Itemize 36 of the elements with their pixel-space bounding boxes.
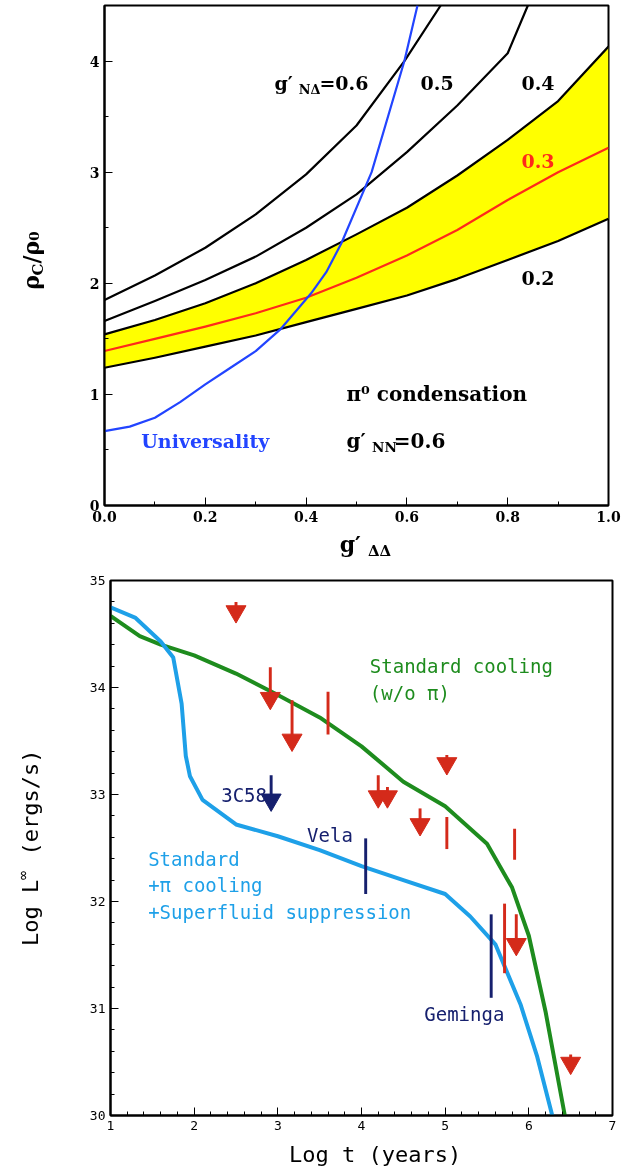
- y-tick-label: 3: [89, 164, 100, 181]
- y-axis-title: Log L∞ (ergs/s): [14, 749, 43, 947]
- series-label: Geminga: [424, 1002, 505, 1025]
- y-tick-label: 1: [89, 386, 100, 403]
- x-tick-label: 6: [524, 1117, 533, 1133]
- x-tick-label: 3: [273, 1117, 282, 1133]
- y-tick-label: 32: [89, 894, 106, 909]
- y-tick-label: 4: [89, 53, 100, 70]
- y-tick-label: 30: [89, 1108, 106, 1123]
- series-label: 0.5: [420, 72, 454, 95]
- annotation: π⁰ condensation: [346, 382, 528, 407]
- series-label: Universality: [141, 430, 271, 453]
- series-label: Vela: [307, 824, 353, 847]
- y-tick-label: 2: [89, 275, 100, 292]
- x-tick-label: 4: [357, 1117, 366, 1133]
- y-tick-label: 35: [89, 573, 106, 588]
- y-tick-label: 31: [89, 1001, 106, 1016]
- y-tick-label: 33: [89, 787, 106, 802]
- x-tick-label: 0.6: [394, 508, 420, 525]
- series-label: 3C58: [221, 783, 267, 806]
- series-label: 0.3: [521, 150, 555, 173]
- x-tick-label: 0.4: [293, 508, 319, 525]
- x-tick-label: 2: [190, 1117, 199, 1133]
- x-tick-label: 0.8: [495, 508, 520, 525]
- y-tick-label: 34: [89, 680, 106, 695]
- series-label: 0.4: [521, 72, 555, 95]
- text: Standard cooling (w/o π): [369, 655, 553, 704]
- series-label: Standard +π cooling +Superfluid suppression: [148, 848, 412, 923]
- x-tick-label: 5: [441, 1117, 450, 1133]
- x-axis-title: g′ΔΔ: [339, 530, 392, 560]
- x-axis-title: Log t (years): [289, 1142, 462, 1167]
- x-tick-label: 0.2: [193, 508, 218, 525]
- x-tick-label: 1.0: [596, 508, 621, 525]
- x-tick-label: 7: [608, 1117, 617, 1133]
- series-label: 0.2: [521, 266, 555, 289]
- y-axis-title: ρC/ρ₀: [17, 230, 47, 290]
